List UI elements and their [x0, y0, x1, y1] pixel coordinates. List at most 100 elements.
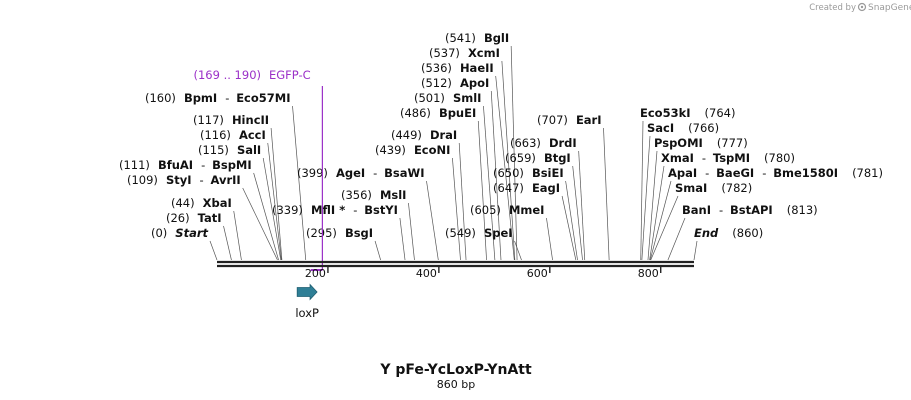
- site-smli[interactable]: (501) SmlI: [414, 91, 481, 105]
- site-leader-line: [649, 165, 665, 261]
- site-position: (449): [391, 128, 422, 142]
- site-haeii[interactable]: (536) HaeII: [421, 61, 494, 75]
- site-spei[interactable]: (549) SpeI: [445, 226, 513, 240]
- site-eco53ki[interactable]: Eco53kI (764): [640, 106, 735, 120]
- site-bpuei[interactable]: (486) BpuEI: [400, 106, 476, 120]
- site-position: (663): [510, 136, 541, 150]
- enzyme-separator: -: [353, 203, 357, 217]
- enzyme-separator: -: [719, 203, 723, 217]
- site-position: (605): [470, 203, 501, 217]
- site-smai[interactable]: SmaI (782): [675, 181, 752, 195]
- site-btgi[interactable]: (659) BtgI: [505, 151, 571, 165]
- site-leader-line: [514, 240, 522, 261]
- site-leader-line: [242, 187, 278, 261]
- site-leader-line: [495, 75, 515, 261]
- site-leader-line: [209, 240, 218, 261]
- site-apoi[interactable]: (512) ApoI: [421, 76, 489, 90]
- enzyme-name: BglI: [484, 31, 509, 45]
- primer-range: (169 .. 190): [194, 68, 262, 82]
- site-styi[interactable]: (109) StyI - AvrII: [127, 173, 241, 187]
- site-leader-line: [399, 217, 406, 261]
- site-position: (781): [852, 166, 883, 180]
- site-leader-line: [693, 240, 698, 261]
- site-position: (813): [787, 203, 818, 217]
- site-bpmi[interactable]: (160) BpmI - Eco57MI: [145, 91, 291, 105]
- feature-loxp[interactable]: loxP: [295, 283, 319, 321]
- enzyme-name: DraI: [430, 128, 457, 142]
- site-position: (536): [421, 61, 452, 75]
- site-msli[interactable]: (356) MslI: [341, 188, 406, 202]
- site-leader-line: [374, 240, 381, 261]
- site-position: (109): [127, 173, 158, 187]
- enzyme-name: End: [694, 226, 719, 240]
- site-xmai[interactable]: XmaI - TspMI (780): [661, 151, 795, 165]
- site-mmei[interactable]: (605) MmeI: [470, 203, 544, 217]
- site-mfli-[interactable]: (339) MflI * - BstYI: [272, 203, 398, 217]
- site-leader-line: [510, 45, 518, 261]
- site-leader-line: [649, 180, 672, 261]
- site-drdi[interactable]: (663) DrdI: [510, 136, 577, 150]
- site-start[interactable]: (0) Start: [151, 226, 209, 240]
- site-leader-line: [647, 150, 658, 261]
- site-pspomi[interactable]: PspOMI (777): [654, 136, 748, 150]
- enzyme-name: BsaWI: [384, 166, 424, 180]
- site-labels: (0) Start(26) TatI(44) XbaI(109) StyI - AvrII(…: [119, 31, 883, 240]
- site-xcmi[interactable]: (537) XcmI: [429, 46, 500, 60]
- site-leader-line: [561, 195, 577, 261]
- site-leader-line: [408, 202, 415, 261]
- site-position: (295): [306, 226, 337, 240]
- site-xbai[interactable]: (44) XbaI: [171, 196, 232, 210]
- site-eari[interactable]: (707) EarI: [537, 113, 602, 127]
- site-leader-line: [640, 120, 644, 261]
- site-acci[interactable]: (116) AccI: [200, 128, 266, 142]
- site-position: (160): [145, 91, 176, 105]
- primer-egfp-c[interactable]: (169 .. 190) EGFP-C: [194, 68, 323, 271]
- site-leader-line: [641, 135, 651, 261]
- site-leader-line: [426, 180, 439, 261]
- enzyme-name: BspMI: [212, 158, 252, 172]
- enzyme-name: BsgI: [345, 226, 373, 240]
- site-position: (512): [421, 76, 452, 90]
- site-leader-line: [572, 165, 583, 261]
- site-leader-line: [578, 150, 586, 261]
- site-bani[interactable]: BanI - BstAPI (813): [682, 203, 818, 217]
- site-bsgi[interactable]: (295) BsgI: [306, 226, 373, 240]
- enzyme-name: DrdI: [549, 136, 577, 150]
- site-drai[interactable]: (449) DraI: [391, 128, 457, 142]
- ruler-tick-label: 800: [638, 267, 659, 280]
- enzyme-name: SmaI: [675, 181, 707, 195]
- map-title: Y pFe-YcLoxP-YnAtt: [379, 362, 532, 378]
- site-sali[interactable]: (115) SalI: [198, 143, 261, 157]
- enzyme-name: BfuAI: [158, 158, 193, 172]
- site-apai[interactable]: ApaI - BaeGI - Bme1580I (781): [668, 166, 883, 180]
- site-hincii[interactable]: (117) HincII: [193, 113, 269, 127]
- site-saci[interactable]: SacI (766): [647, 121, 719, 135]
- site-bgli[interactable]: (541) BglI: [445, 31, 509, 45]
- site-leader-line: [452, 157, 461, 261]
- ruler-tick-label: 200: [305, 267, 326, 280]
- site-econi[interactable]: (439) EcoNI: [375, 143, 450, 157]
- site-leader-line: [483, 105, 496, 261]
- site-leader-line: [233, 210, 242, 261]
- site-eagi[interactable]: (647) EagI: [493, 181, 560, 195]
- enzyme-name: MmeI: [509, 203, 545, 217]
- credit-prefix: Created by: [809, 3, 856, 13]
- site-leader-line: [253, 172, 279, 261]
- ruler-tick-label: 600: [527, 267, 548, 280]
- site-position: (116): [200, 128, 231, 142]
- site-agei[interactable]: (399) AgeI - BsaWI: [297, 166, 425, 180]
- site-position: (115): [198, 143, 229, 157]
- site-position: (764): [705, 106, 736, 120]
- site-position: (339): [272, 203, 303, 217]
- enzyme-name: HincII: [232, 113, 269, 127]
- enzyme-name: EagI: [532, 181, 560, 195]
- enzyme-name: BpuEI: [439, 106, 476, 120]
- site-end[interactable]: End (860): [694, 226, 763, 240]
- enzyme-name: MslI: [380, 188, 407, 202]
- site-bfuai[interactable]: (111) BfuAI - BspMI: [119, 158, 252, 172]
- site-tati[interactable]: (26) TatI: [166, 211, 222, 225]
- site-leader-line: [477, 120, 487, 261]
- site-bsiei[interactable]: (650) BsiEI: [493, 166, 564, 180]
- site-position: (659): [505, 151, 536, 165]
- enzyme-name: PspOMI: [654, 136, 703, 150]
